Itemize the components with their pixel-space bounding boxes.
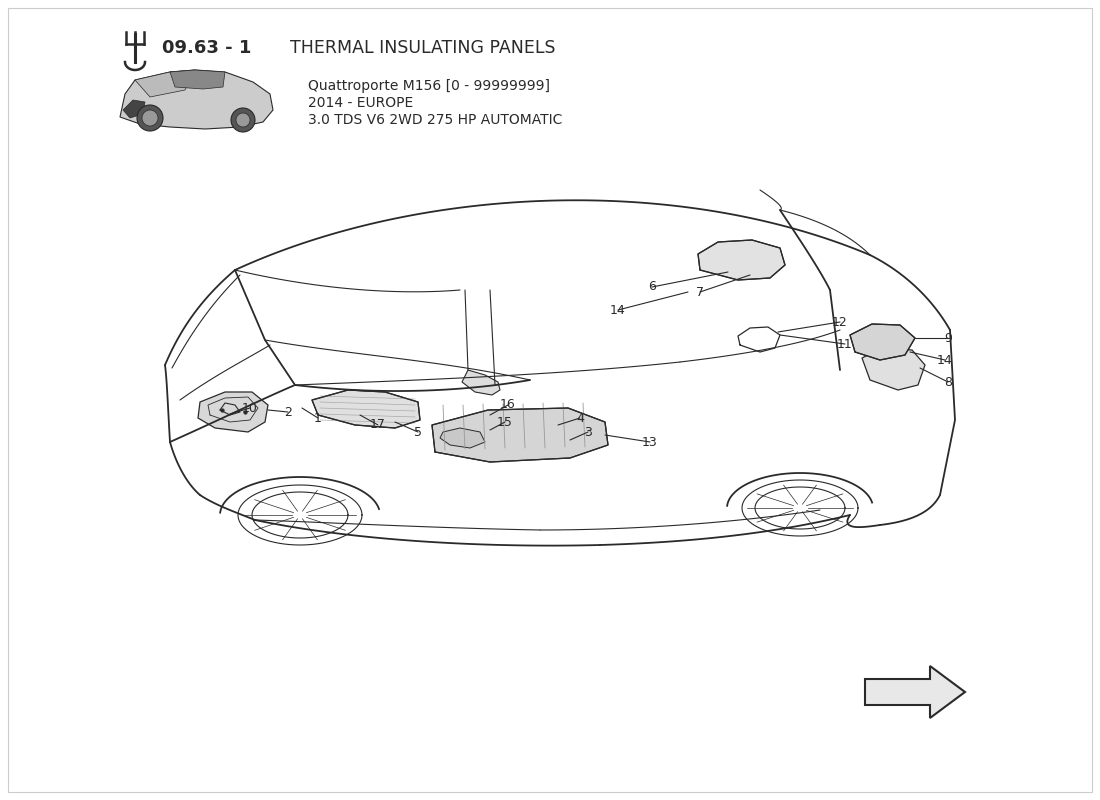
- Polygon shape: [120, 70, 273, 129]
- Polygon shape: [862, 348, 925, 390]
- Polygon shape: [850, 324, 915, 360]
- Text: 13: 13: [642, 435, 658, 449]
- Circle shape: [138, 105, 163, 131]
- Text: 1: 1: [315, 411, 322, 425]
- Text: THERMAL INSULATING PANELS: THERMAL INSULATING PANELS: [290, 39, 556, 57]
- Polygon shape: [135, 70, 195, 97]
- Text: 8: 8: [944, 375, 952, 389]
- Text: Quattroporte M156 [0 - 99999999]: Quattroporte M156 [0 - 99999999]: [308, 79, 550, 93]
- Text: 3.0 TDS V6 2WD 275 HP AUTOMATIC: 3.0 TDS V6 2WD 275 HP AUTOMATIC: [308, 113, 562, 127]
- Text: 4: 4: [576, 411, 584, 425]
- Text: 9: 9: [944, 331, 952, 345]
- Text: 10: 10: [242, 402, 257, 414]
- Polygon shape: [462, 370, 501, 395]
- Polygon shape: [432, 408, 608, 462]
- Circle shape: [142, 110, 158, 126]
- Text: 12: 12: [832, 315, 848, 329]
- Text: 2: 2: [284, 406, 292, 418]
- Text: 11: 11: [837, 338, 852, 350]
- Polygon shape: [198, 392, 268, 432]
- Text: 2014 - EUROPE: 2014 - EUROPE: [308, 96, 414, 110]
- Text: 09.63 - 1: 09.63 - 1: [162, 39, 252, 57]
- Polygon shape: [170, 70, 226, 89]
- Text: 5: 5: [414, 426, 422, 438]
- Text: 7: 7: [696, 286, 704, 298]
- Text: 17: 17: [370, 418, 386, 431]
- Text: 6: 6: [648, 281, 656, 294]
- Text: 15: 15: [497, 415, 513, 429]
- Polygon shape: [312, 390, 420, 428]
- Text: 16: 16: [500, 398, 516, 411]
- Polygon shape: [698, 240, 785, 280]
- Polygon shape: [865, 666, 965, 718]
- Circle shape: [231, 108, 255, 132]
- Polygon shape: [123, 100, 145, 118]
- Text: 14: 14: [610, 303, 626, 317]
- Circle shape: [236, 113, 250, 127]
- Text: 3: 3: [584, 426, 592, 438]
- Text: 14: 14: [937, 354, 953, 366]
- Polygon shape: [440, 428, 485, 448]
